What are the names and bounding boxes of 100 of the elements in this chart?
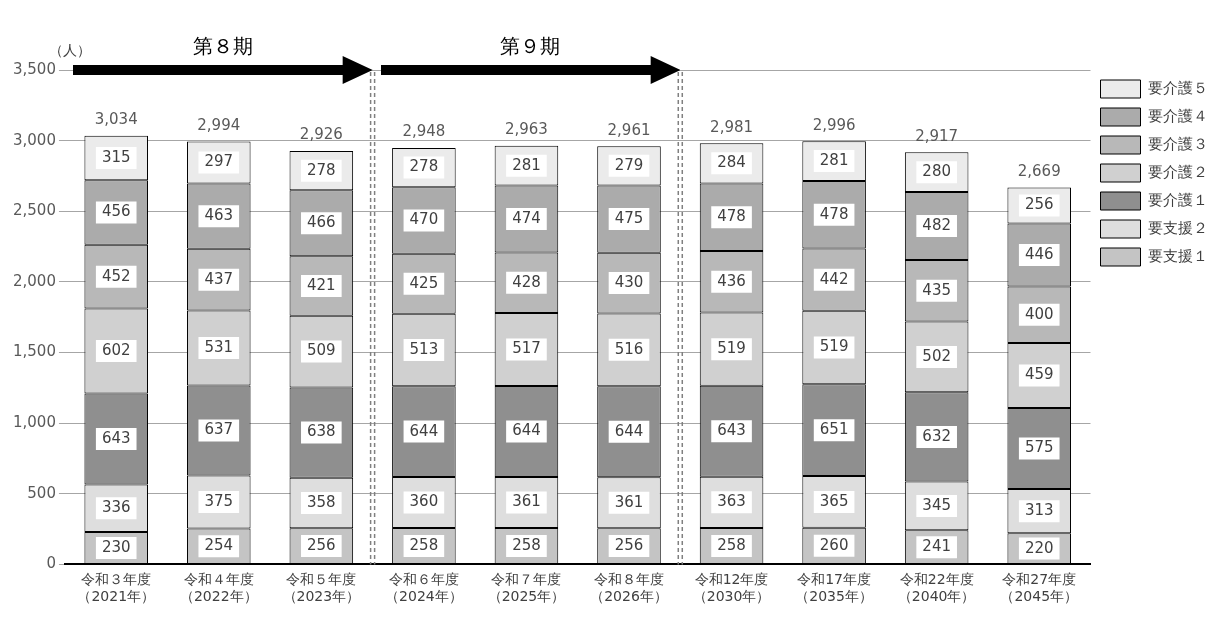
data-label: 363 xyxy=(717,492,746,511)
data-label: 361 xyxy=(512,492,541,511)
data-label: 256 xyxy=(307,535,336,554)
legend-label: 要介護５ xyxy=(1148,78,1208,97)
data-label: 436 xyxy=(717,271,746,290)
data-label: 502 xyxy=(922,346,951,365)
data-label: 280 xyxy=(922,162,951,181)
data-label: 470 xyxy=(409,210,439,229)
data-label: 475 xyxy=(614,208,644,227)
data-label: 220 xyxy=(1024,538,1054,557)
data-label: 345 xyxy=(922,495,951,514)
data-label: 637 xyxy=(204,420,234,439)
text: 第８期 xyxy=(192,34,253,59)
data-label: 482 xyxy=(922,215,951,234)
data-label: 466 xyxy=(307,213,336,232)
data-label: 375 xyxy=(204,491,234,510)
data-label: 575 xyxy=(1024,438,1054,457)
legend-label: 要介護１ xyxy=(1148,190,1208,209)
data-label: 230 xyxy=(101,537,131,556)
total-label: 2,926 xyxy=(299,125,343,144)
y-tick-label: 1,500 xyxy=(12,342,56,361)
data-label: 297 xyxy=(204,152,234,171)
legend-label: 要支援２ xyxy=(1148,218,1208,237)
data-label: 456 xyxy=(101,202,131,221)
x-tick-label: 令和４年度（2022年） xyxy=(179,571,258,605)
y-tick-label: 2,500 xyxy=(12,201,56,220)
text: 第９期 xyxy=(500,34,561,59)
x-tick-label: 令和８年度（2026年） xyxy=(590,571,668,605)
data-label: 509 xyxy=(307,341,336,360)
total-label: 2,981 xyxy=(710,117,754,136)
x-tick-label: 令和３年度（2021年） xyxy=(77,571,156,605)
data-label: 644 xyxy=(512,421,541,440)
data-label: 442 xyxy=(819,269,849,288)
y-tick-label: 2,000 xyxy=(12,271,56,290)
data-label: 260 xyxy=(819,535,849,554)
y-tick-label: 0 xyxy=(46,554,56,573)
x-tick-label: 令和22年度（2040年） xyxy=(897,571,976,605)
data-label: 513 xyxy=(409,339,439,358)
data-label: 452 xyxy=(101,266,131,285)
data-label: 254 xyxy=(204,536,234,555)
data-label: 519 xyxy=(819,337,849,356)
y-tick-label: 1,000 xyxy=(12,413,56,432)
x-tick-label: 令和27年度（2045年） xyxy=(1000,571,1079,605)
data-label: 360 xyxy=(409,492,439,511)
data-label: 279 xyxy=(614,155,644,174)
data-label: 519 xyxy=(717,339,746,358)
data-label: 463 xyxy=(204,206,234,225)
data-label: 278 xyxy=(409,157,439,176)
data-label: 643 xyxy=(717,421,746,440)
data-label: 644 xyxy=(409,421,439,440)
data-label: 531 xyxy=(204,337,234,356)
data-label: 446 xyxy=(1024,244,1054,263)
data-label: 435 xyxy=(922,280,951,299)
data-label: 278 xyxy=(307,160,336,179)
data-label: 284 xyxy=(717,153,746,172)
data-label: 644 xyxy=(614,421,644,440)
data-label: 281 xyxy=(819,150,849,169)
data-label: 517 xyxy=(512,339,541,358)
total-label: 3,034 xyxy=(94,110,138,129)
total-label: 2,963 xyxy=(504,120,548,139)
x-tick-label: 令和７年度（2025年） xyxy=(487,571,566,605)
x-tick-label: 令和17年度（2035年） xyxy=(795,571,873,605)
x-tick-label: 令和５年度（2023年） xyxy=(282,571,361,605)
y-tick-label: 500 xyxy=(27,483,56,502)
data-label: 258 xyxy=(512,535,541,554)
y-axis-title: （人） xyxy=(48,41,91,58)
data-label: 400 xyxy=(1024,304,1054,323)
total-label: 2,994 xyxy=(197,115,241,134)
x-tick-label: 令和６年度（2024年） xyxy=(385,571,463,605)
y-tick-label: 3,000 xyxy=(12,130,56,149)
x-tick-label: 令和12年度（2030年） xyxy=(692,571,771,605)
data-label: 437 xyxy=(204,269,234,288)
data-label: 643 xyxy=(101,428,131,447)
data-label: 256 xyxy=(614,535,644,554)
data-label: 425 xyxy=(409,273,439,292)
data-label: 516 xyxy=(614,339,644,358)
total-label: 2,669 xyxy=(1017,161,1061,180)
legend-label: 要介護３ xyxy=(1148,134,1208,153)
data-label: 459 xyxy=(1024,365,1054,384)
legend-label: 要介護２ xyxy=(1148,162,1208,181)
total-label: 2,996 xyxy=(812,115,856,134)
total-label: 2,961 xyxy=(607,120,651,139)
data-label: 258 xyxy=(409,535,439,554)
data-label: 365 xyxy=(819,491,849,510)
data-label: 474 xyxy=(512,208,541,227)
data-label: 281 xyxy=(512,155,541,174)
data-label: 478 xyxy=(819,204,849,223)
data-label: 651 xyxy=(819,420,849,439)
data-label: 602 xyxy=(101,340,131,359)
data-label: 358 xyxy=(307,492,336,511)
data-label: 430 xyxy=(614,272,644,291)
data-label: 258 xyxy=(717,535,746,554)
legend-label: 要支援１ xyxy=(1148,246,1208,265)
y-tick-label: 3,500 xyxy=(12,59,56,78)
data-label: 336 xyxy=(101,498,131,517)
data-label: 421 xyxy=(307,275,336,294)
data-label: 478 xyxy=(717,207,746,226)
data-label: 638 xyxy=(307,422,336,441)
total-label: 2,948 xyxy=(402,122,446,141)
data-label: 256 xyxy=(1024,195,1054,214)
